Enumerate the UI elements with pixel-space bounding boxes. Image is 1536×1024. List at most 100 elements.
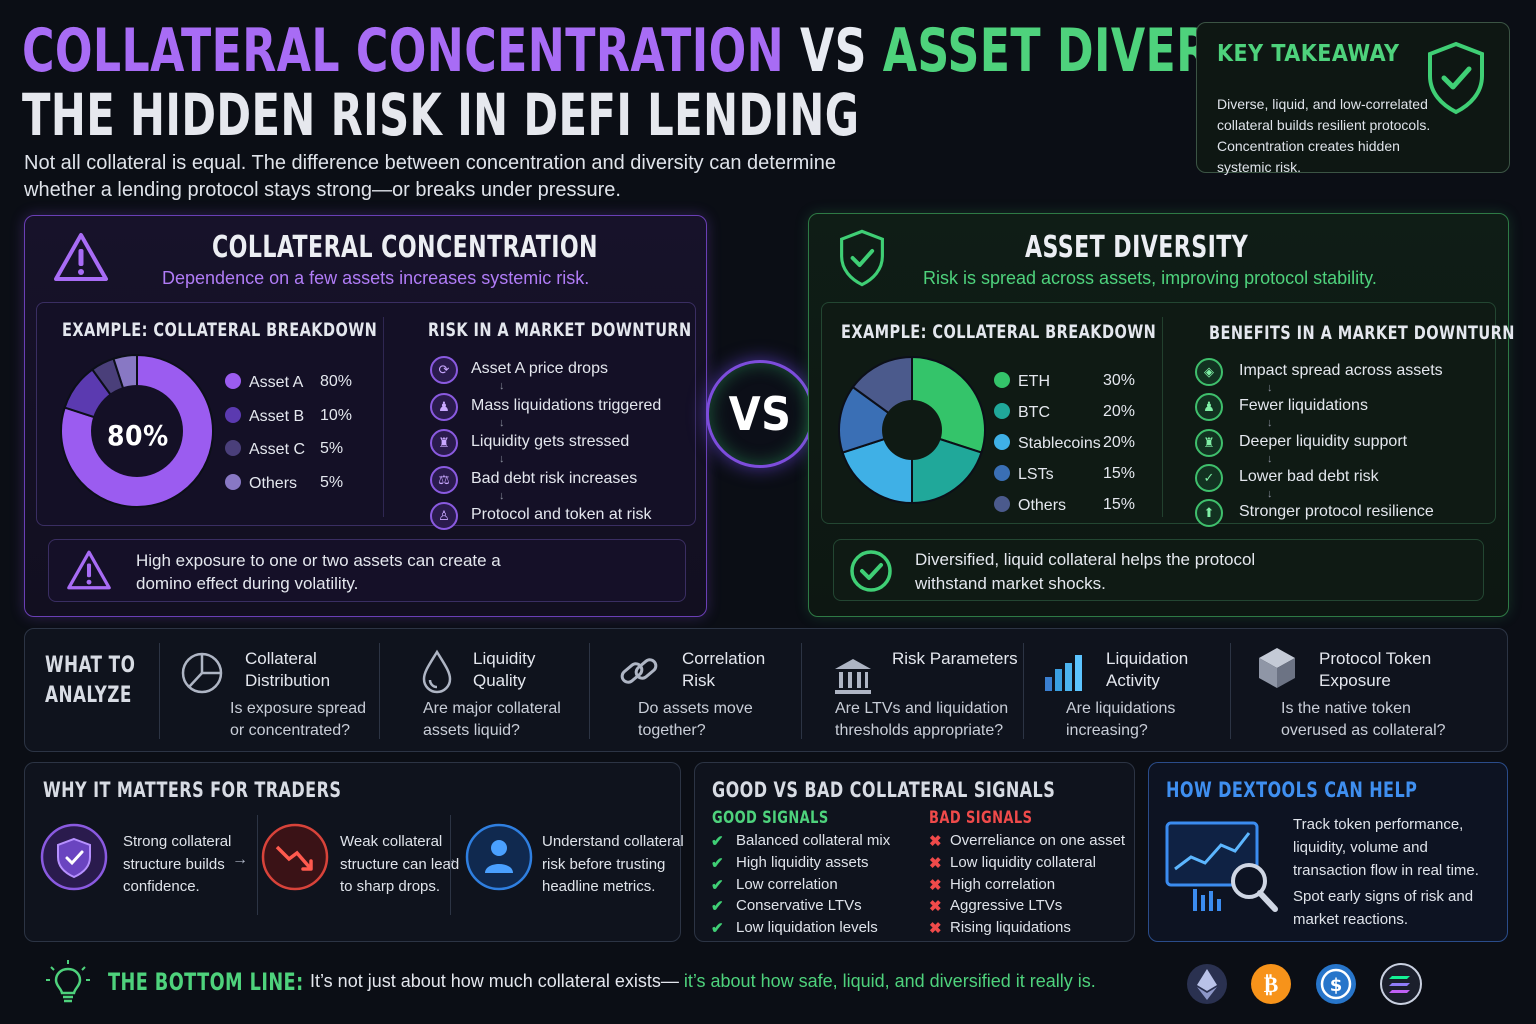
link-icon: [620, 658, 658, 684]
analyze-item-title: Risk Parameters: [892, 648, 1018, 670]
concentration-donut-chart: [60, 353, 214, 508]
analyze-title-line1: Liquidation: [1106, 649, 1189, 668]
key-takeaway-body: Diverse, liquid, and low-correlated coll…: [1217, 96, 1431, 175]
bad-debt-icon: ✓: [1195, 463, 1223, 492]
diversity-breakdown-title: EXAMPLE: COLLATERAL BREAKDOWN: [841, 321, 1157, 343]
diversity-subtitle: Risk is spread across assets, improving …: [923, 268, 1377, 288]
cross-icon: ✖: [929, 854, 942, 872]
legend-swatch: [994, 403, 1010, 419]
bad-signal-item: Rising liquidations: [950, 919, 1071, 937]
why-text-line: confidence.: [123, 878, 200, 895]
why-it-matters-panel: WHY IT MATTERS FOR TRADERS Strong collat…: [24, 762, 684, 942]
good-signal-item: Conservative LTVs: [736, 897, 862, 915]
bad-signal-item: High correlation: [950, 875, 1056, 893]
step-label: Impact spread across assets: [1239, 362, 1443, 379]
good-signal-item: High liquidity assets: [736, 853, 869, 871]
good-signals-title: GOOD SIGNALS: [712, 808, 829, 828]
legend-item: LSTs: [994, 465, 1054, 484]
concentration-downturn-title: RISK IN A MARKET DOWNTURN: [428, 319, 692, 341]
analyze-question-line1: Is the native token: [1281, 700, 1411, 717]
legend-swatch: [994, 372, 1010, 388]
analyze-question-line2: increasing?: [1066, 722, 1148, 739]
protocol-risk-icon: ♙: [430, 502, 458, 531]
why-title: WHY IT MATTERS FOR TRADERS: [43, 778, 342, 802]
divider: [801, 643, 802, 739]
down-arrow-icon: ↓: [1267, 452, 1273, 465]
analyze-question-line2: assets liquid?: [423, 722, 520, 739]
step-label: Asset A price drops: [471, 360, 608, 377]
divider: [159, 643, 160, 739]
lightbulb-icon: [46, 960, 90, 1003]
liquidation-icon: ♟: [430, 392, 458, 421]
svg-text:$: $: [1330, 975, 1343, 996]
concentration-warning-text: High exposure to one or two assets can c…: [136, 551, 501, 593]
step-label: Mass liquidations triggered: [471, 396, 662, 414]
diversity-note-box: Diversified, liquid collateral helps the…: [833, 539, 1484, 601]
step-label: Lower bad debt risk: [1239, 467, 1379, 485]
legend-label: BTC: [1018, 404, 1050, 421]
legend-value: 20%: [1103, 403, 1136, 420]
analyze-title-line2: Distribution: [245, 671, 331, 690]
dextools-text-line: market reactions.: [1293, 911, 1409, 928]
analyze-item-title: Protocol Token Exposure: [1319, 648, 1431, 692]
check-icon: ✔: [711, 854, 724, 872]
analyze-item-question: Are liquidations increasing?: [1066, 698, 1175, 742]
down-arrow-icon: ↓: [499, 380, 505, 392]
legend-value: 30%: [1103, 372, 1136, 389]
bottom-line-text-green: it’s about how safe, liquid, and diversi…: [678, 971, 1096, 991]
analyze-question-line1: Do assets move: [638, 700, 753, 717]
droplet-icon: [422, 649, 452, 694]
legend-value: 5%: [320, 473, 344, 491]
signals-title: GOOD VS BAD COLLATERAL SIGNALS: [712, 778, 1056, 802]
legend-swatch: [225, 406, 241, 423]
bar-chart-icon: [1045, 655, 1082, 691]
analyze-question-line2: thresholds appropriate?: [835, 722, 1004, 739]
analyze-item-title: Liquidity Quality: [473, 648, 535, 692]
divider: [257, 815, 258, 915]
analyze-question-line2: overused as collateral?: [1281, 722, 1446, 739]
cross-icon: ✖: [929, 876, 942, 894]
divider: [1162, 317, 1163, 517]
check-circle-icon: [850, 550, 892, 592]
legend-value: 5%: [320, 440, 344, 457]
dextools-text-line: transaction flow in real time.: [1293, 862, 1479, 879]
diversity-donut-slice: [838, 385, 915, 454]
bad-debt-icon: ⚖: [430, 465, 458, 494]
shield-check-icon: [840, 229, 884, 287]
legend-item: Stablecoins: [994, 434, 1101, 453]
divider: [450, 815, 451, 915]
vs-badge: VS: [706, 360, 814, 468]
legend-swatch: [225, 440, 241, 456]
step-label: Fewer liquidations: [1239, 397, 1368, 415]
legend-label: Asset B: [249, 407, 305, 425]
legend-swatch: [225, 473, 241, 490]
check-icon: ✔: [711, 876, 724, 894]
analyze-title-line2: Risk: [682, 671, 716, 690]
analyze-title-line1: Correlation: [682, 649, 766, 668]
down-arrow-icon: ↓: [1267, 417, 1273, 430]
analyze-item-question: Is exposure spread or concentrated?: [230, 698, 366, 742]
legend-value: 15%: [1103, 496, 1136, 513]
concentration-inner-box: EXAMPLE: COLLATERAL BREAKDOWN 80% Asset …: [36, 302, 696, 531]
signals-panel: GOOD VS BAD COLLATERAL SIGNALS GOOD SIGN…: [694, 762, 1135, 942]
legend-label: ETH: [1018, 373, 1050, 390]
dextools-panel: HOW DEXTOOLS CAN HELP Track token perfor…: [1148, 762, 1508, 942]
title-part1: COLLATERAL CONCENTRATION: [22, 16, 785, 86]
analyze-title-line1: Collateral: [245, 649, 317, 668]
why-text-line: Understand collateral: [542, 833, 684, 850]
legend-label: Stablecoins: [1018, 435, 1101, 452]
why-text-line: Strong collateral: [123, 833, 232, 850]
concentration-warning-box: High exposure to one or two assets can c…: [48, 539, 686, 602]
warning-icon: [67, 550, 111, 590]
warning-icon: [54, 233, 108, 281]
bank-icon: [835, 659, 871, 694]
legend-label: Asset A: [249, 374, 304, 391]
analyze-title-line1: Liquidity: [473, 649, 536, 668]
svg-text:₿: ₿: [1264, 973, 1279, 998]
diversity-panel: ASSET DIVERSITY Risk is spread across as…: [808, 213, 1514, 617]
solana-icon: [1380, 963, 1422, 1005]
concentration-title: COLLATERAL CONCENTRATION: [212, 230, 598, 265]
shield-icon: [40, 823, 108, 891]
cross-icon: ✖: [929, 833, 942, 850]
analyze-title-line2: Exposure: [1319, 671, 1391, 690]
